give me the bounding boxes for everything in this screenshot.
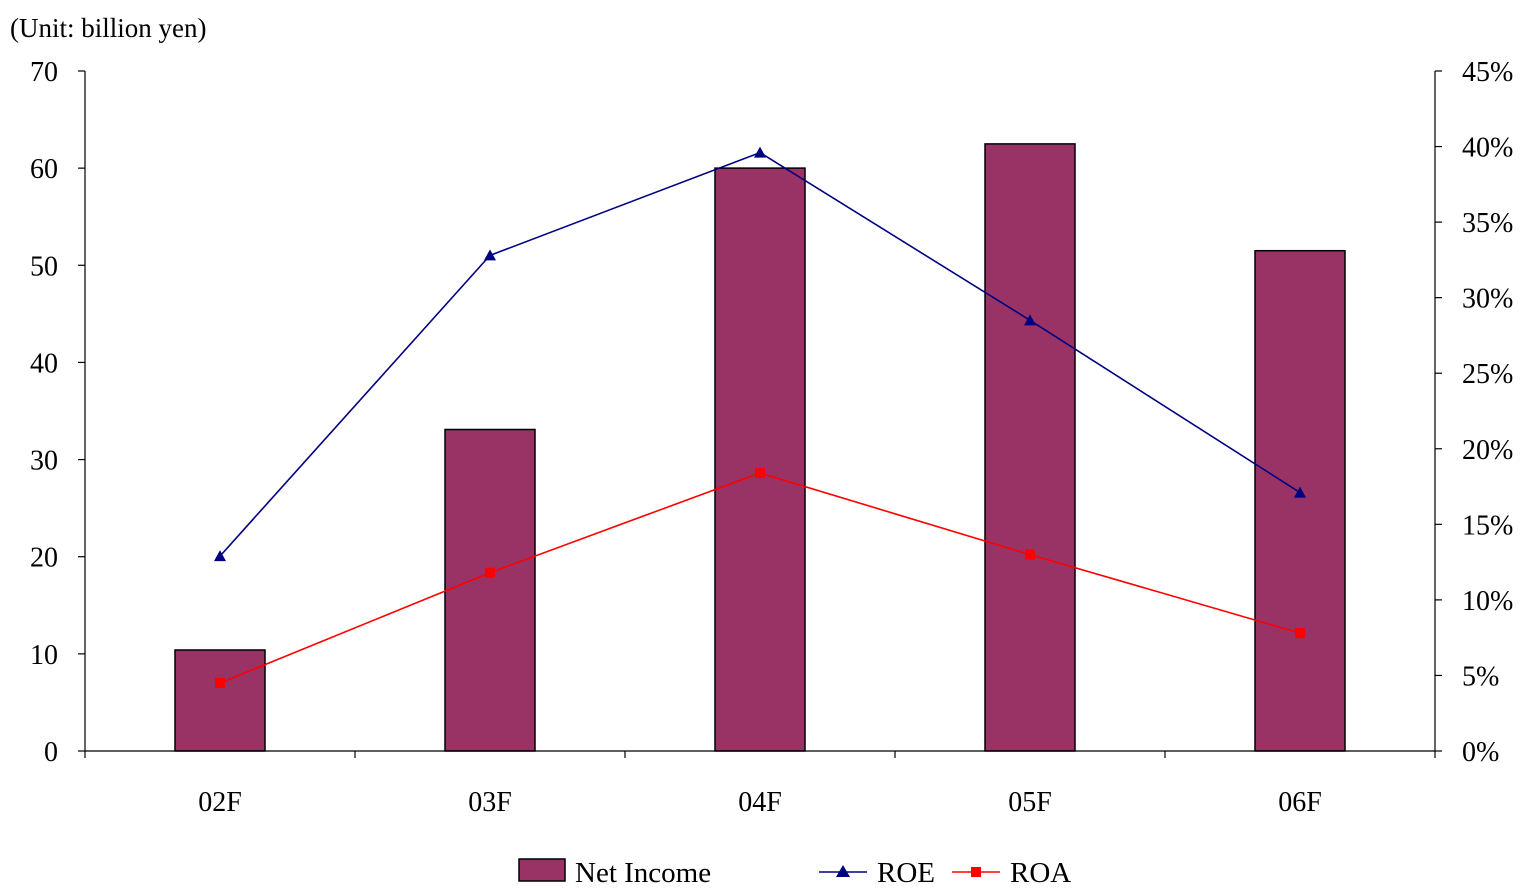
legend-swatch-net-income — [518, 858, 566, 882]
right-tick-label: 40% — [1462, 133, 1513, 164]
roe-point-05F — [1024, 314, 1036, 326]
right-tick-label: 0% — [1462, 737, 1499, 768]
legend-label-roe: ROE — [877, 857, 935, 888]
legend-label-net-income: Net Income — [575, 857, 711, 888]
plot-area — [174, 143, 1346, 752]
roa-point-02F — [215, 678, 225, 688]
right-tick-label: 45% — [1462, 57, 1513, 88]
left-tick-label: 70 — [30, 57, 58, 88]
left-tick-label: 10 — [30, 640, 58, 671]
bar-06F — [1254, 249, 1346, 752]
x-tick-label: 02F — [198, 787, 242, 818]
right-tick-label: 25% — [1462, 359, 1513, 390]
roe-point-04F — [754, 146, 766, 158]
bar-02F — [174, 649, 266, 752]
roe-point-02F — [214, 550, 226, 562]
legend: Net Income ROE ROA — [518, 857, 1071, 888]
unit-label: (Unit: billion yen) — [10, 13, 206, 43]
legend-marker-roe — [836, 865, 850, 877]
roa-point-06F — [1295, 628, 1305, 639]
left-tick-label: 40 — [30, 348, 58, 379]
right-tick-label: 35% — [1462, 208, 1513, 239]
right-tick-label: 5% — [1462, 661, 1499, 692]
axes: 0 10 20 30 40 50 60 70 0% 5% 10% 15% 20% 25% 30% 35% 40%… — [30, 57, 1513, 818]
roe-point-03F — [484, 249, 496, 261]
left-tick-label: 20 — [30, 543, 58, 574]
bar-05F — [984, 143, 1076, 752]
roe-point-06F — [1294, 486, 1306, 498]
roa-point-05F — [1025, 549, 1035, 560]
bar-03F — [444, 428, 536, 752]
roa-point-03F — [485, 567, 495, 578]
right-tick-label: 15% — [1462, 510, 1513, 541]
right-tick-label: 20% — [1462, 435, 1513, 466]
left-tick-label: 30 — [30, 446, 58, 477]
x-tick-label: 05F — [1008, 787, 1052, 818]
legend-marker-roa — [971, 867, 981, 877]
x-tick-label: 04F — [738, 787, 782, 818]
left-tick-label: 60 — [30, 154, 58, 185]
bar-04F — [714, 167, 806, 752]
x-tick-label: 06F — [1278, 787, 1322, 818]
right-tick-label: 30% — [1462, 284, 1513, 315]
right-tick-label: 10% — [1462, 586, 1513, 617]
legend-label-roa: ROA — [1010, 857, 1071, 888]
roa-point-04F — [755, 467, 765, 478]
left-tick-label: 50 — [30, 251, 58, 282]
x-tick-label: 03F — [468, 787, 512, 818]
left-tick-label: 0 — [44, 737, 58, 768]
